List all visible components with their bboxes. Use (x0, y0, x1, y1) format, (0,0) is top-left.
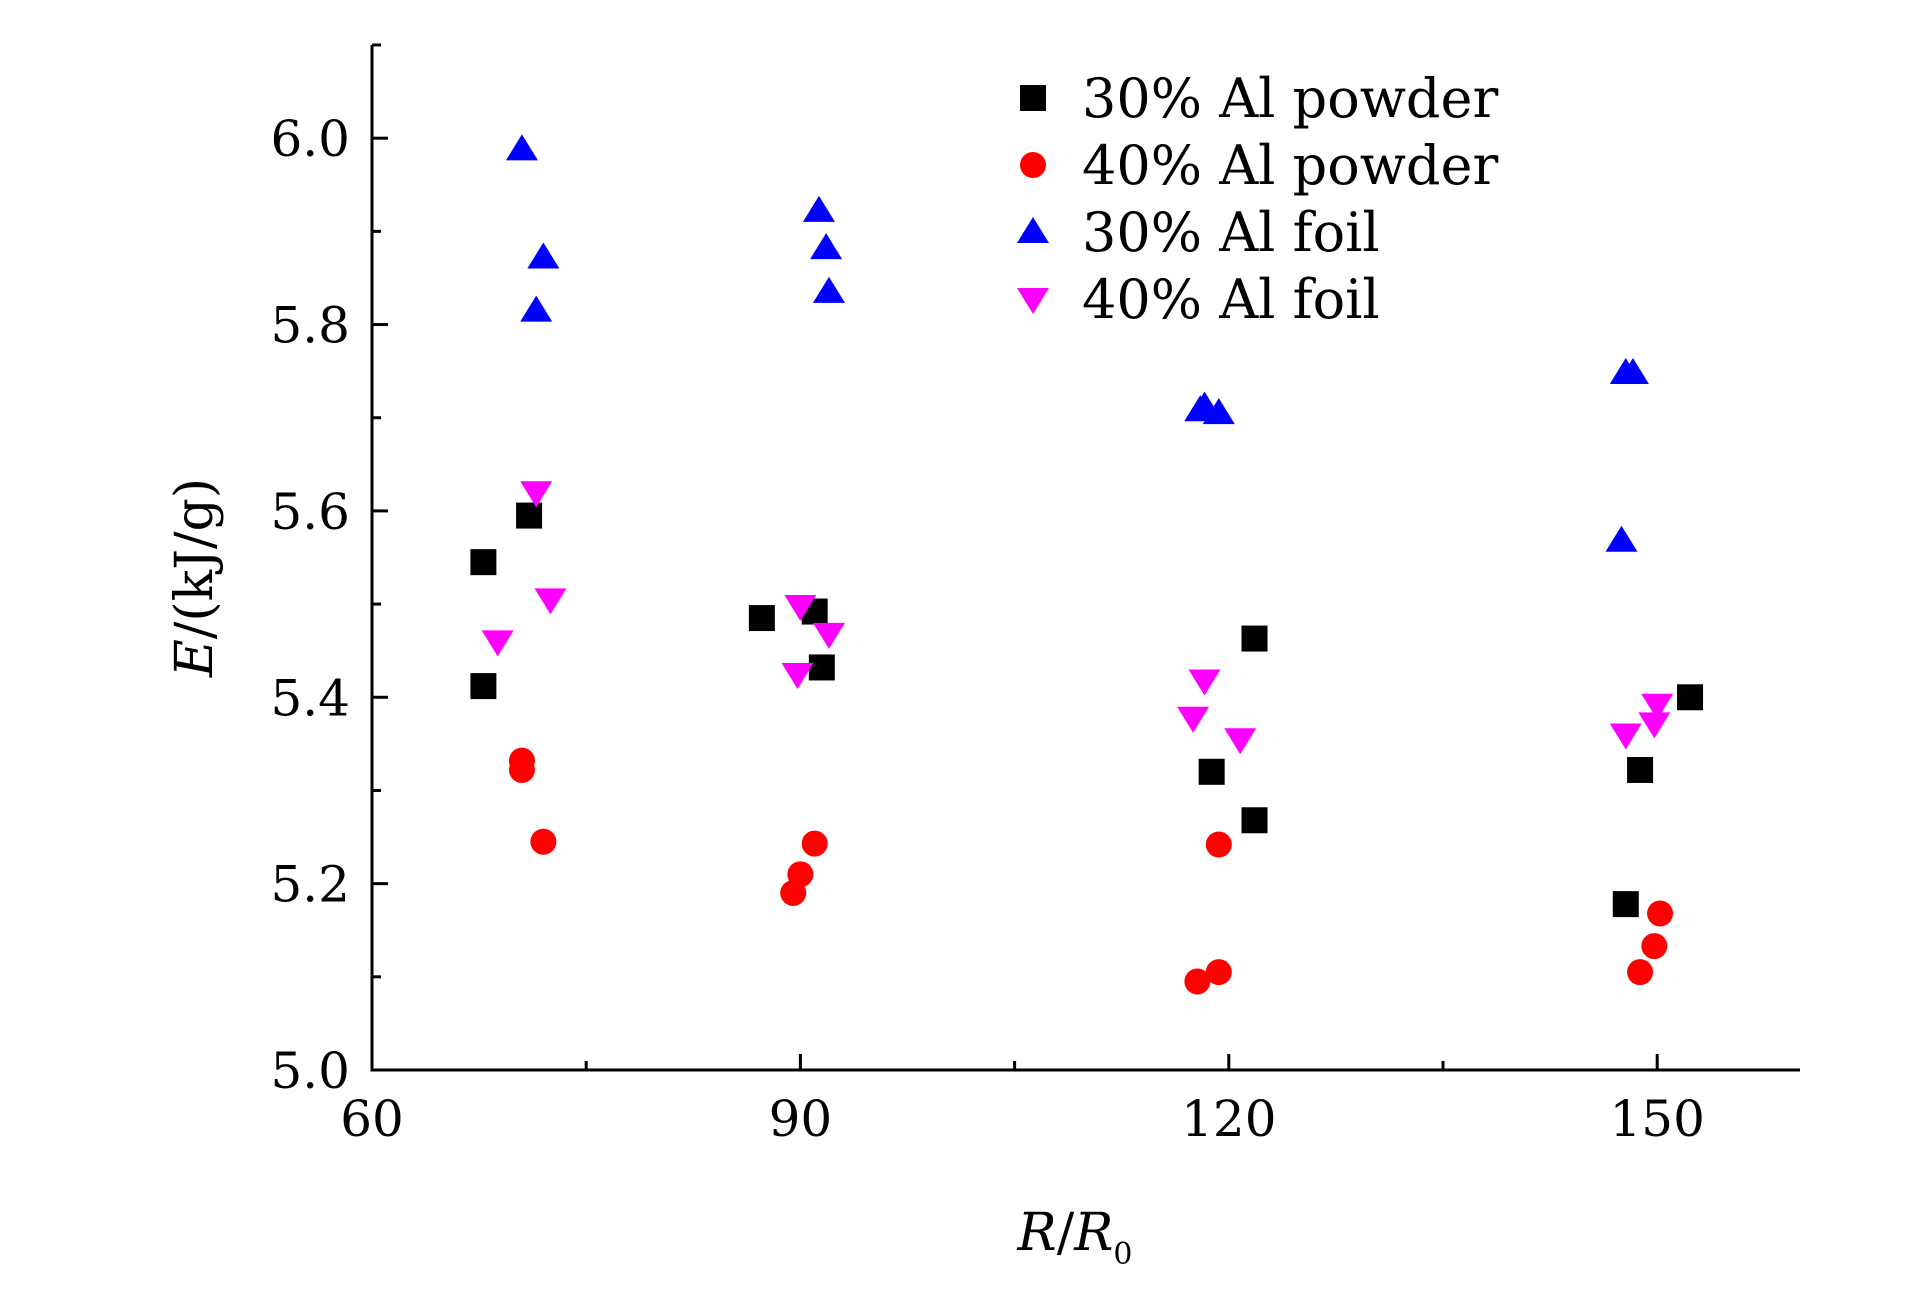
legend-marker-30pct-al-foil (1017, 217, 1049, 243)
data-point-30pct-al-powder (516, 502, 543, 529)
data-point-40pct-al-foil (784, 594, 817, 621)
data-point-40pct-al-foil (1609, 723, 1642, 750)
data-point-40pct-al-foil (781, 662, 814, 689)
data-point-30pct-al-powder (1241, 807, 1268, 834)
x-tick-label: 120 (1181, 1090, 1276, 1148)
y-axis-ticks: 5.0 5.2 5.4 5.6 5.8 6.0 (270, 43, 388, 1100)
legend-marker-30pct-al-powder (1020, 85, 1046, 111)
series-30pct-al-powder (470, 502, 1704, 918)
data-point-40pct-al-powder (1627, 959, 1654, 986)
x-tick-label: 150 (1609, 1090, 1704, 1148)
data-point-40pct-al-powder (801, 830, 828, 857)
data-point-30pct-al-powder (1627, 756, 1654, 783)
data-point-30pct-al-foil (812, 276, 845, 303)
data-point-40pct-al-foil (1641, 693, 1674, 720)
data-point-40pct-al-powder (1205, 959, 1232, 986)
x-tick-label: 90 (769, 1090, 833, 1148)
x-axis-label-numerator: R (1017, 1203, 1057, 1263)
x-tick-label: 60 (340, 1090, 404, 1148)
data-point-30pct-al-powder (470, 673, 497, 700)
y-tick-label: 5.0 (270, 1042, 350, 1100)
data-point-30pct-al-powder (1241, 625, 1268, 652)
legend-label-40pct-al-powder: 40% Al powder (1082, 134, 1498, 197)
y-tick-label: 5.8 (270, 297, 350, 355)
data-point-40pct-al-powder (1641, 933, 1668, 960)
series-30pct-al-foil (505, 134, 1649, 552)
data-point-40pct-al-powder (530, 828, 557, 855)
data-point-40pct-al-foil (1188, 669, 1221, 696)
data-point-30pct-al-powder (1198, 758, 1225, 785)
data-point-30pct-al-powder (470, 549, 497, 576)
data-point-40pct-al-powder (1647, 900, 1674, 927)
data-point-40pct-al-foil (520, 481, 553, 508)
y-tick-label: 6.0 (270, 110, 350, 168)
legend-label-30pct-al-powder: 30% Al powder (1082, 67, 1498, 130)
legend-marker-40pct-al-foil (1017, 288, 1049, 314)
y-tick-label: 5.2 (270, 856, 350, 914)
y-tick-label: 5.6 (270, 483, 350, 541)
x-axis-label-slash: / (1057, 1203, 1075, 1263)
data-point-40pct-al-powder (787, 861, 814, 888)
x-axis-ticks: 60 90 120 150 (340, 1054, 1705, 1148)
series-40pct-al-powder (508, 747, 1674, 995)
data-point-30pct-al-foil (505, 134, 538, 161)
y-axis-label-unit: /(kJ/g) (165, 478, 225, 639)
y-axis-label: E/(kJ/g) (165, 478, 225, 678)
data-point-30pct-al-powder (1677, 684, 1704, 711)
legend-label-30pct-al-foil: 30% Al foil (1082, 201, 1380, 264)
data-point-40pct-al-powder (1205, 831, 1232, 858)
data-point-40pct-al-foil (481, 630, 514, 657)
data-point-30pct-al-foil (1605, 525, 1638, 552)
legend-marker-40pct-al-powder (1020, 152, 1046, 178)
series-40pct-al-foil (481, 481, 1674, 755)
data-point-30pct-al-foil (810, 233, 843, 260)
data-point-30pct-al-foil (1184, 395, 1217, 422)
y-tick-label: 5.4 (270, 669, 350, 727)
data-point-30pct-al-powder (808, 654, 835, 681)
data-point-30pct-al-foil (520, 295, 553, 322)
data-point-40pct-al-foil (1177, 706, 1210, 733)
y-axis-label-symbol: E (165, 639, 225, 678)
data-point-30pct-al-powder (748, 605, 775, 632)
legend-label-40pct-al-foil: 40% Al foil (1082, 268, 1380, 331)
data-point-40pct-al-foil (812, 622, 845, 649)
data-point-30pct-al-powder (1612, 891, 1639, 918)
data-point-30pct-al-foil (1202, 398, 1235, 425)
data-point-30pct-al-foil (802, 195, 835, 222)
data-point-30pct-al-foil (527, 242, 560, 269)
x-axis-label-denominator: R (1073, 1203, 1113, 1263)
data-points (470, 134, 1704, 995)
x-axis-label-subscript: 0 (1113, 1237, 1132, 1272)
data-point-40pct-al-powder (508, 756, 535, 783)
data-point-30pct-al-foil (1616, 358, 1649, 384)
data-point-40pct-al-foil (1224, 728, 1257, 755)
x-axis-label: R/R0 (1017, 1203, 1133, 1272)
data-point-40pct-al-foil (534, 588, 567, 615)
data-point-40pct-al-powder (1184, 968, 1211, 995)
data-point-40pct-al-foil (1638, 712, 1671, 739)
axes (370, 45, 1800, 1072)
